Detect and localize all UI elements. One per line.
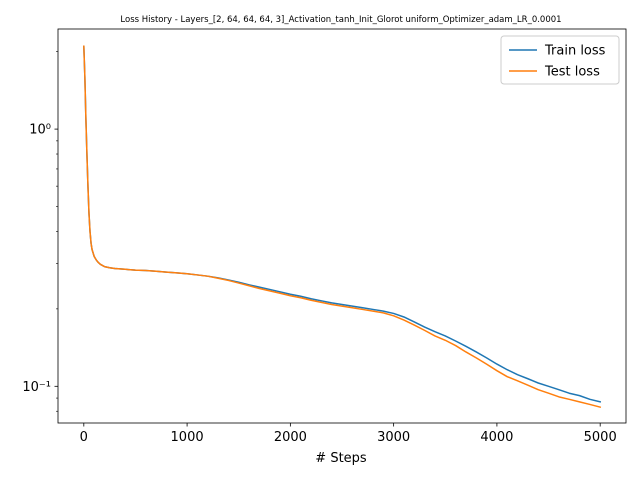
x-tick-label: 1000	[171, 430, 204, 445]
axes-frame	[57, 28, 627, 424]
chart-title: Loss History - Layers_[2, 64, 64, 64, 3]…	[120, 15, 561, 25]
legend-label-0: Train loss	[544, 44, 606, 59]
legend-label-1: Test loss	[544, 65, 600, 80]
y-tick-label: 10⁻¹	[22, 380, 51, 395]
x-tick-label: 3000	[377, 430, 410, 445]
x-tick-label: 2000	[274, 430, 307, 445]
x-tick-label: 5000	[584, 430, 617, 445]
x-tick-label: 0	[80, 430, 88, 445]
legend: Train loss Test loss	[500, 35, 620, 85]
plot-area	[83, 45, 602, 409]
series-line-1	[83, 45, 602, 409]
axes: 0 1000 2000 3000 4000 5000 10⁻¹ 10⁰	[22, 28, 627, 445]
x-axis-label: # Steps	[315, 451, 367, 466]
y-tick-label: 10⁰	[29, 123, 51, 138]
x-tick-label: 4000	[480, 430, 513, 445]
legend-box	[500, 35, 620, 85]
